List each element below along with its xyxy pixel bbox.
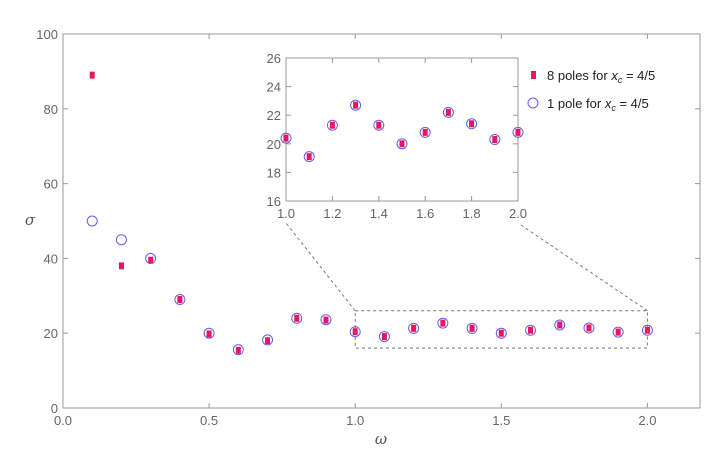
inset-point-8-poles — [469, 120, 475, 128]
y-tick-label: 0 — [51, 401, 58, 416]
point-1-pole — [203, 327, 215, 339]
point-8-poles — [294, 314, 300, 322]
x-tick-label: 2.0 — [638, 413, 656, 428]
inset-point-1-pole — [512, 126, 524, 138]
y-tick-label: 100 — [36, 27, 58, 42]
point-8-poles — [206, 330, 212, 338]
point-8-poles — [557, 321, 563, 329]
inset-point-8-poles — [283, 134, 289, 142]
point-8-poles — [469, 324, 475, 332]
inset-point-1-pole — [280, 132, 292, 144]
point-1-pole — [378, 331, 390, 343]
inset-point-1-pole — [373, 119, 385, 131]
inset-point-1-pole — [419, 126, 431, 138]
inset-point-1-pole — [442, 106, 454, 118]
inset-point-1-pole — [326, 119, 338, 131]
point-1-pole — [232, 344, 244, 356]
inset-x-tick-label: 1.4 — [370, 206, 388, 221]
point-8-poles — [381, 333, 387, 341]
point-1-pole — [115, 234, 127, 246]
inset-y-tick-label: 22 — [267, 108, 281, 123]
legend-entry: 1 pole for xc = 4/5 — [547, 96, 649, 113]
inset-x-tick-label: 1.2 — [323, 206, 341, 221]
point-8-poles — [440, 319, 446, 327]
point-1-pole — [583, 322, 595, 334]
point-1-pole — [320, 314, 332, 326]
inset-point-8-poles — [515, 128, 521, 136]
y-tick-label: 60 — [44, 177, 58, 192]
point-8-poles — [323, 316, 329, 324]
inset-y-tick-label: 18 — [267, 165, 281, 180]
point-1-pole — [262, 334, 274, 346]
y-tick-label: 40 — [44, 251, 58, 266]
point-8-poles — [235, 346, 241, 354]
zoom-region-box — [354, 310, 648, 349]
point-1-pole — [174, 294, 186, 306]
inset-point-8-poles — [422, 128, 428, 136]
point-8-poles — [411, 324, 417, 332]
inset-point-1-pole — [466, 118, 478, 130]
point-8-poles — [528, 326, 534, 334]
inset-x-tick-label: 1.6 — [416, 206, 434, 221]
point-8-poles — [644, 326, 650, 334]
x-tick-label: 0.5 — [200, 413, 218, 428]
x-tick-label: 1.0 — [346, 413, 364, 428]
inset-point-8-poles — [329, 121, 335, 129]
point-1-pole — [437, 317, 449, 329]
point-8-poles — [615, 328, 621, 336]
point-1-pole — [86, 215, 98, 227]
x-axis-label: ω — [375, 430, 387, 448]
inset-x-tick-label: 1.8 — [463, 206, 481, 221]
zoom-connector-left — [285, 222, 356, 312]
point-8-poles — [89, 71, 95, 79]
legend-marker-1-pole — [527, 97, 539, 109]
inset-y-tick-label: 20 — [267, 137, 281, 152]
inset-point-8-poles — [306, 153, 312, 161]
legend-entry: 8 poles for xc = 4/5 — [547, 68, 655, 85]
y-tick-label: 20 — [44, 326, 58, 341]
x-tick-label: 0.0 — [54, 413, 72, 428]
point-1-pole — [525, 324, 537, 336]
point-8-poles — [148, 256, 154, 264]
point-1-pole — [408, 322, 420, 334]
legend-marker-8-poles — [531, 71, 536, 79]
inset-point-8-poles — [445, 108, 451, 116]
x-tick-label: 1.5 — [492, 413, 510, 428]
point-1-pole — [495, 327, 507, 339]
point-8-poles — [118, 262, 124, 270]
point-1-pole — [554, 319, 566, 331]
inset-y-tick-label: 26 — [267, 51, 281, 66]
inset-point-8-poles — [353, 101, 359, 109]
inset-x-tick-label: 1.0 — [277, 206, 295, 221]
inset-point-1-pole — [303, 151, 315, 163]
inset-point-8-poles — [399, 140, 405, 148]
inset-point-8-poles — [376, 121, 382, 129]
inset-plot-frame — [285, 57, 519, 202]
inset-x-tick-label: 2.0 — [509, 206, 527, 221]
inset-y-tick-label: 24 — [267, 80, 281, 95]
point-8-poles — [586, 324, 592, 332]
y-axis-label: σ — [25, 211, 36, 229]
point-1-pole — [466, 322, 478, 334]
point-1-pole — [612, 326, 624, 338]
inset-point-1-pole — [396, 138, 408, 150]
y-tick-label: 80 — [44, 102, 58, 117]
inset-point-1-pole — [489, 134, 501, 146]
inset-point-1-pole — [350, 99, 362, 111]
point-8-poles — [498, 329, 504, 337]
zoom-connector-right — [517, 222, 648, 312]
point-8-poles — [177, 296, 183, 304]
point-8-poles — [265, 337, 271, 345]
point-1-pole — [145, 252, 157, 264]
point-1-pole — [291, 312, 303, 324]
inset-y-tick-label: 16 — [267, 194, 281, 209]
inset-point-8-poles — [492, 136, 498, 144]
